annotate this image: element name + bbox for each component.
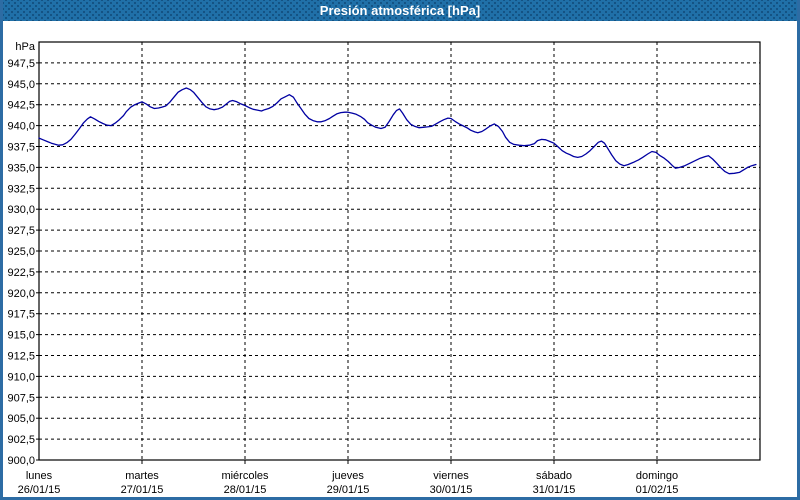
x-axis-day-label: sábado [536,470,572,482]
x-axis-day-label: miércoles [221,470,269,482]
x-axis-date-label: 27/01/15 [121,484,164,496]
plot-border [38,41,761,461]
y-axis-tick-label: 925,0 [7,246,35,258]
y-axis-unit-label: hPa [15,41,35,53]
y-axis-tick-label: 907,5 [7,392,35,404]
x-axis-date-label: 01/02/15 [636,484,679,496]
chart-title: Presión atmosférica [hPa] [319,3,481,18]
y-axis-tick-label: 927,5 [7,225,35,237]
y-axis-tick-label: 940,0 [7,121,35,133]
x-axis-day-label: jueves [331,470,364,482]
x-axis-date-label: 26/01/15 [18,484,61,496]
x-axis-date-label: 29/01/15 [327,484,370,496]
y-axis-tick-label: 937,5 [7,142,35,154]
y-axis-tick-label: 922,5 [7,267,35,279]
y-axis-tick-label: 915,0 [7,330,35,342]
y-axis-tick-label: 905,0 [7,413,35,425]
x-axis-day-label: domingo [636,470,678,482]
y-axis-tick-label: 932,5 [7,183,35,195]
y-axis-tick-label: 910,0 [7,371,35,383]
x-axis-date-label: 30/01/15 [430,484,473,496]
y-axis-tick-label: 930,0 [7,204,35,216]
x-axis-date-label: 28/01/15 [224,484,267,496]
y-axis-tick-label: 912,5 [7,351,35,363]
y-axis-tick-label: 902,5 [7,434,35,446]
y-axis-tick-label: 900,0 [7,455,35,467]
y-axis-tick-label: 942,5 [7,100,35,112]
x-axis-day-label: martes [125,470,159,482]
window-titlebar: Presión atmosférica [hPa] [0,0,800,21]
y-axis-tick-label: 947,5 [7,58,35,70]
y-axis-tick-label: 920,0 [7,288,35,300]
x-axis-date-label: 31/01/15 [533,484,576,496]
x-axis-day-label: viernes [433,470,469,482]
y-axis-tick-label: 945,0 [7,79,35,91]
pressure-series-line [38,87,757,175]
y-axis-tick-label: 935,0 [7,162,35,174]
y-axis-tick-label: 917,5 [7,309,35,321]
x-axis-day-label: lunes [26,470,53,482]
